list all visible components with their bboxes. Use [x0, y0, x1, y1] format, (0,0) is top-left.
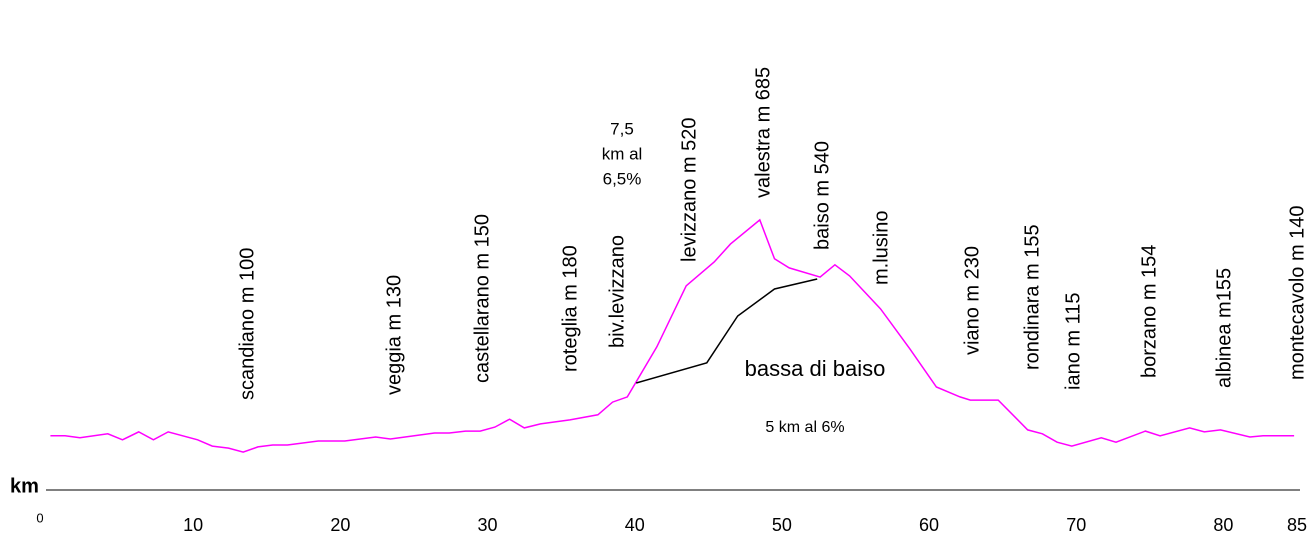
detour-label: bassa di baiso	[745, 356, 886, 381]
place-label: m.lusino	[870, 211, 892, 285]
place-label: albinea m155	[1213, 268, 1235, 388]
place-label: baiso m 540	[811, 141, 833, 250]
place-label: rondinara m 155	[1021, 224, 1043, 370]
place-label: borzano m 154	[1138, 245, 1160, 378]
profile-line	[50, 218, 1295, 453]
place-label: viano m 230	[961, 246, 983, 355]
x-tick-label: 60	[919, 515, 939, 535]
x-axis-label: km	[10, 475, 39, 497]
place-label: iano m 115	[1062, 293, 1084, 390]
x-tick-label: 20	[330, 515, 350, 535]
place-label: levizzano m 520	[678, 117, 700, 262]
x-tick-label: 40	[625, 515, 645, 535]
x-tick-label: 85	[1287, 515, 1307, 535]
place-label: scandiano m 100	[236, 248, 258, 400]
place-label: valestra m 685	[752, 67, 774, 198]
profile-line	[635, 278, 818, 384]
place-label: veggia m 130	[383, 275, 405, 395]
x-tick-label: 10	[183, 515, 203, 535]
detour-note: 5 km al 6%	[765, 419, 844, 436]
place-label: castellarano m 150	[471, 214, 493, 383]
x-tick-label: 30	[478, 515, 498, 535]
place-label: roteglia m 180	[559, 245, 581, 372]
x-tick-label: 80	[1213, 515, 1233, 535]
place-label: biv.levizzano	[606, 235, 628, 348]
x-tick-label: 50	[772, 515, 792, 535]
climb-note: km al	[602, 144, 643, 163]
place-label: montecavolo m 140	[1286, 205, 1308, 380]
climb-note: 7,5	[610, 119, 634, 138]
x-tick-label: 0	[36, 510, 43, 525]
x-tick-label: 70	[1066, 515, 1086, 535]
climb-note: 6,5%	[603, 169, 642, 188]
